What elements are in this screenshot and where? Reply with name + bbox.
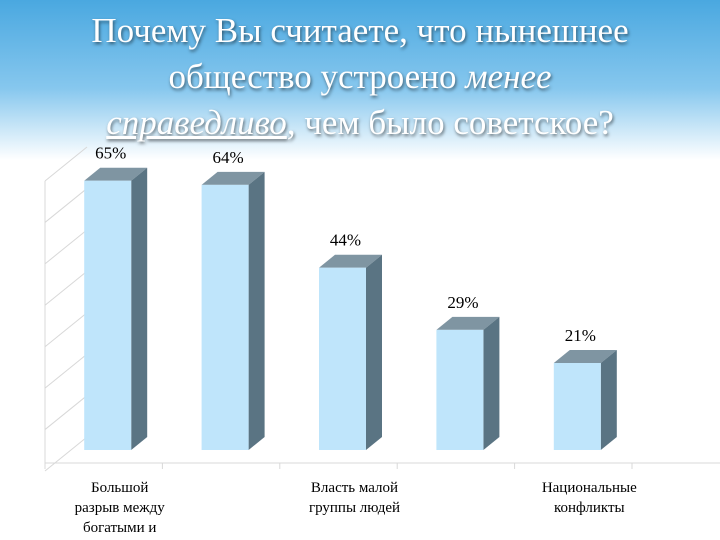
gridline-diagonal [44,436,88,472]
bar-top-face [84,167,148,181]
gridline-diagonal [44,395,88,430]
bar-side-face [131,167,148,450]
bar [319,254,382,450]
gridline-diagonal [44,146,88,182]
bar [201,171,265,450]
title-banner [0,0,720,160]
gridline-diagonal [44,312,88,348]
bar-side-face [483,316,500,450]
title-line-1: Почему Вы считаете, что нынешнее [91,11,629,50]
title-line-2-emphasis: менее [465,57,552,96]
bar-top-face [436,316,500,330]
bar-side-face [366,254,382,450]
labels: 65% 64% 44% 29% 21% Большой разрыв между богаты… [75,144,637,536]
bar-front-face [84,180,132,450]
data-label: 44% [330,231,361,250]
gridline-diagonal [44,188,88,223]
gridline-diagonal [44,353,88,389]
bar-front-face [436,329,484,450]
bar [436,316,500,450]
gridlines [44,146,88,472]
bar-top-face [319,254,382,268]
bar-side-face [600,350,617,450]
bar-side-face [248,171,265,450]
title-line-2-text: общество устроено [168,57,466,96]
bar-front-face [201,184,249,450]
category-label: Национальные конфликты [542,480,637,516]
title-line-3-text: , чем было советское? [286,103,614,142]
category-label: Власть малой группы людей [309,480,400,516]
data-label: 21% [565,326,596,345]
gridline-diagonal [44,270,88,306]
x-axis [44,462,720,469]
bar-front-face [553,363,601,450]
bar-top-face [553,350,617,363]
bar [553,350,617,450]
bars [84,167,617,450]
category-label: Большой разрыв между богатыми и [75,480,166,536]
data-label: 29% [447,293,478,312]
data-label: 65% [95,144,126,163]
bar-top-face [201,171,265,185]
gridline-diagonal [44,229,88,265]
bar-front-face [319,267,366,450]
data-label: 64% [213,148,244,167]
slide-title: Почему Вы считаете, что нынешнее обществ… [0,8,720,146]
title-line-3-emphasis: справедливо [106,103,287,142]
bar [84,167,148,450]
